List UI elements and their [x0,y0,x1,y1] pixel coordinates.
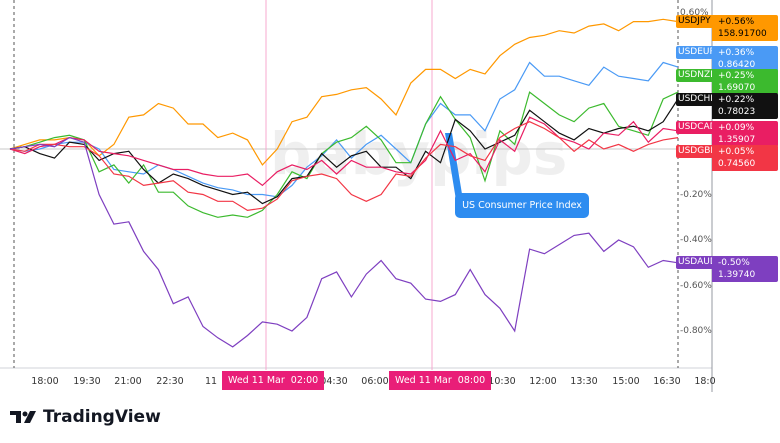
series-line-usdcad [9,116,679,187]
price-label: 1.35907 [718,135,756,145]
series-line-usdaud [9,136,679,348]
symbol-label: USDAUD [676,256,717,269]
price-label: 0.74560 [718,159,756,169]
series-line-usdjpy [9,18,679,166]
crosshair-time-label: Wed 11 Mar 08:00 [389,371,492,390]
y-tick-label: 0.60% [680,8,709,18]
symbol-label: USDJPY [676,15,712,28]
value-box: +0.22% 0.78023 [712,93,778,119]
price-label: 1.39740 [718,270,756,280]
crosshair-time-label: Wed 11 Mar 02:00 [222,371,325,390]
x-tick-label: 22:30 [156,376,184,387]
x-tick-label: 19:30 [73,376,101,387]
value-box: +0.36% 0.86420 [712,46,778,72]
x-tick-label: 10:30 [488,376,516,387]
series-line-usdchf [9,98,679,205]
x-tick-label: 18:00 [31,376,59,387]
series-line-usdnzd [9,91,679,218]
change-label: +0.05% [718,147,755,157]
x-tick-label: 16:30 [653,376,681,387]
x-tick-label: 13:30 [570,376,598,387]
price-label: 158.91700 [718,29,767,39]
y-tick-label: -0.60% [680,280,712,291]
series-line-usdeur [9,61,679,198]
value-box: +0.56% 158.91700 [712,15,778,41]
x-tick-label: 15:00 [612,376,640,387]
change-label: +0.25% [718,71,755,81]
cpi-event-callout[interactable]: US Consumer Price Index [455,193,589,218]
tradingview-logo-text: TradingView [43,407,161,427]
change-label: +0.56% [718,17,755,27]
x-tick-label: 11 [204,376,218,387]
series-line-usdgbp [9,121,679,212]
symbol-label: USDCAD [676,121,717,134]
change-label: +0.36% [718,48,755,58]
tradingview-logo[interactable]: TradingView [10,407,161,427]
tradingview-logo-icon [10,411,36,423]
x-tick-label: 06:00 [361,376,389,387]
change-label: +0.09% [718,123,755,133]
y-tick-label: -0.20% [680,189,712,200]
price-label: 0.86420 [718,60,756,70]
value-box: +0.25% 1.69070 [712,69,778,95]
value-box: +0.09% 1.35907 [712,121,778,147]
y-tick-label: -0.40% [680,235,712,245]
change-label: +0.22% [718,95,755,105]
value-box: -0.50% 1.39740 [712,256,778,282]
symbol-label: USDNZD [676,69,718,82]
x-tick-label: 18:0 [694,376,716,387]
price-label: 0.78023 [718,107,756,117]
symbol-label: USDGBP [676,145,716,158]
x-tick-label: 21:00 [114,376,142,387]
symbol-label: USDCHF [676,93,716,106]
y-tick-label: -0.80% [680,326,712,336]
change-label: -0.50% [718,258,750,268]
price-label: 1.69070 [718,83,756,93]
x-tick-label: 12:00 [529,376,557,387]
symbol-label: USDEUR [676,46,716,59]
value-box: +0.05% 0.74560 [712,145,778,171]
x-tick-label: 04:30 [320,376,348,387]
callout-pointer [445,133,462,200]
